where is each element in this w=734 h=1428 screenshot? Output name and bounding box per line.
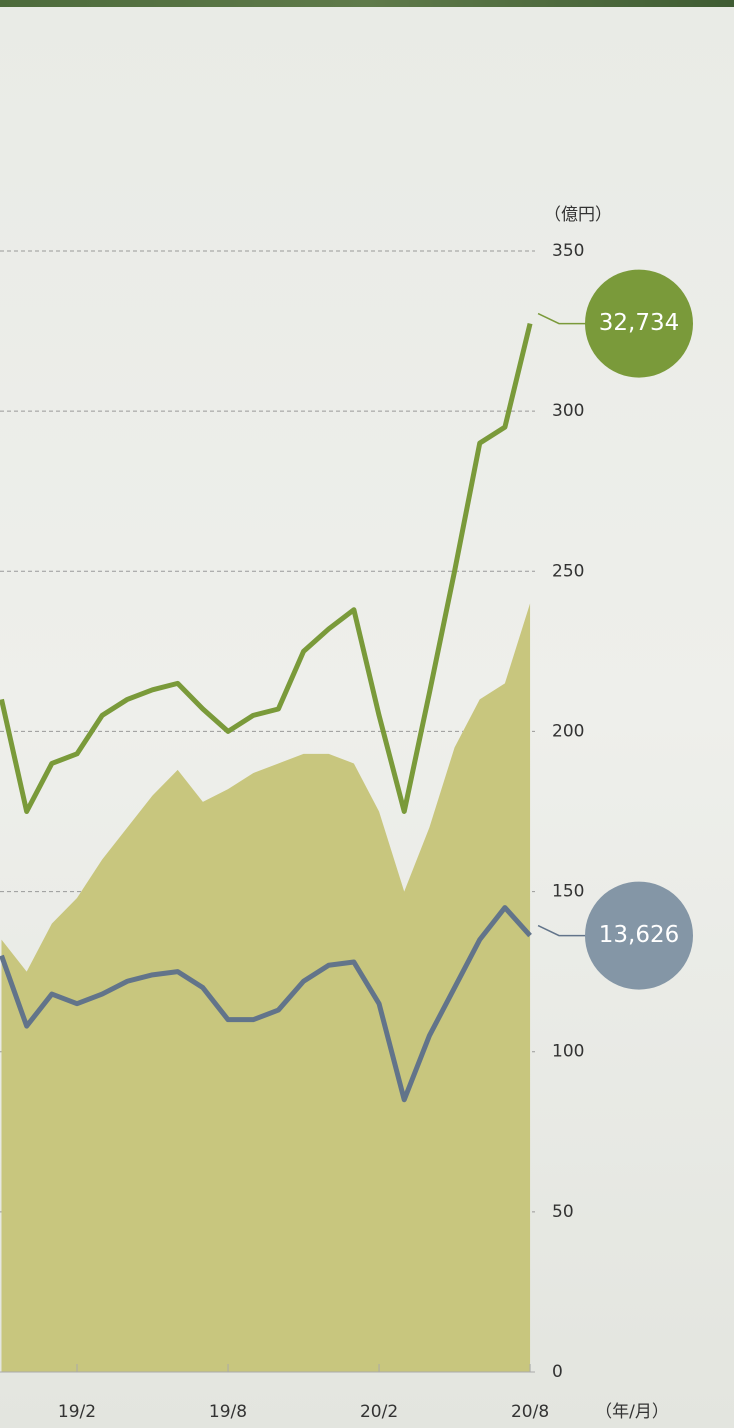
top-band [0, 0, 734, 7]
callout-leader [537, 312, 587, 325]
callout-label: 32,734 [599, 310, 679, 336]
y-tick-label: 150 [552, 882, 584, 902]
callout-bubble [585, 269, 693, 378]
x-tick-label: 20/2 [360, 1402, 398, 1422]
callout-bubble [585, 881, 693, 990]
line [0, 905, 532, 1103]
y-tick-label: 100 [552, 1042, 584, 1062]
y-unit: （億円） [544, 205, 612, 225]
line [0, 322, 533, 814]
y-tick-label: 350 [552, 241, 584, 261]
x-unit: （年/月） [595, 1402, 669, 1422]
area [1, 603, 531, 1372]
y-tick-label: 0 [552, 1362, 563, 1382]
x-tick-label: 20/8 [511, 1402, 549, 1422]
y-tick-label: 250 [552, 561, 584, 581]
callout-leader [537, 924, 587, 937]
x-tick-label: 19/2 [58, 1402, 96, 1422]
y-tick-label: 200 [552, 721, 584, 741]
y-tick-label: 300 [552, 401, 584, 421]
callout-label: 13,626 [599, 922, 679, 948]
x-tick-label: 19/8 [209, 1402, 247, 1422]
y-tick-label: 50 [552, 1202, 574, 1222]
